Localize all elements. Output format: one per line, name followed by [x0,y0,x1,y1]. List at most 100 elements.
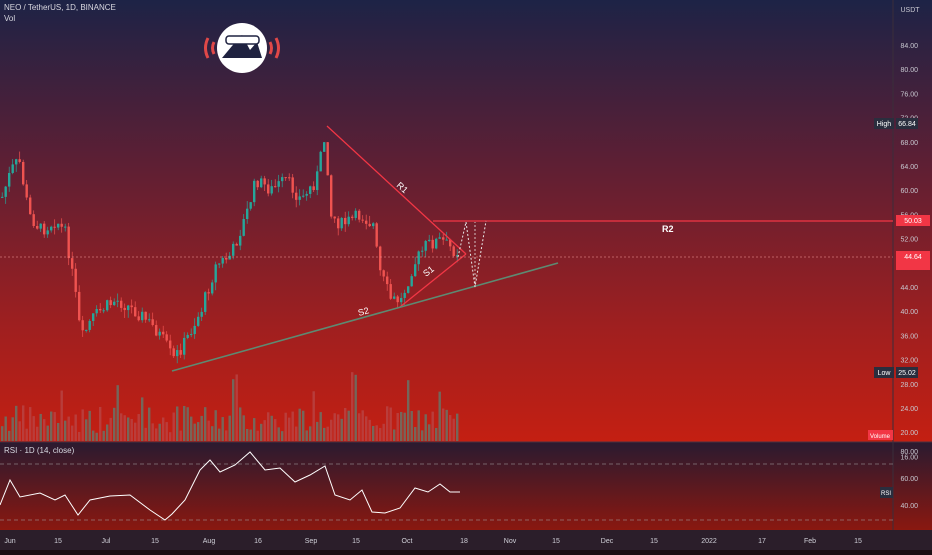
candle-body [372,223,375,227]
candle-body [179,350,182,355]
price-tick: 24.00 [900,406,918,413]
volume-bar [228,415,231,441]
volume-bar [281,431,284,441]
volume-bar [337,414,340,441]
volume-bar [232,379,235,441]
volume-bar [193,423,196,441]
candle-body [358,210,361,220]
candle-body [452,246,455,257]
volume-bar [120,413,123,441]
candle-body [218,263,221,265]
volume-bar [113,407,116,441]
candle-body [421,250,424,252]
time-tick: Feb [804,538,816,545]
volume-bar [277,427,280,441]
projection-path[interactable] [457,220,487,288]
candle-body [204,292,207,312]
candle-body [197,316,200,326]
volume-bar [22,405,25,441]
candle-body [221,257,224,264]
time-tick: 15 [352,538,360,545]
candle-body [256,180,259,188]
volume-bar [50,411,53,441]
candle-body [347,216,350,225]
astronaut-logo [204,23,280,73]
trendline-drawings[interactable]: R1 S1 S2 R2 [171,125,893,372]
rsi-pane-bg [0,442,932,530]
time-axis[interactable]: Jun 15 Jul 15 Aug 16 Sep 15 Oct 18 Nov 15 Dec 15 2022 1… [4,538,862,545]
time-tick: Jul [102,538,111,545]
candle-body [106,300,109,311]
volume-bar [386,406,389,441]
candle-body [438,237,441,239]
volume-bar [162,417,165,441]
candle-body [235,243,238,246]
candle-body [382,270,385,277]
candle-body [270,186,273,194]
candle-body [365,220,368,224]
candle-body [445,239,448,241]
candle-body [291,177,294,193]
volume-bar [393,429,396,441]
candle-body [414,264,417,277]
candle-body [95,309,98,314]
volume-bar [449,415,452,441]
time-tick: Nov [504,538,517,545]
volume-bar [235,374,238,441]
candle-body [456,255,459,257]
volume-bar [295,426,298,441]
volume-bar [274,419,277,441]
price-tick: 64.00 [900,164,918,171]
candle-body [386,276,389,285]
volume-legend[interactable]: Vol [4,14,16,23]
volume-bar [263,420,266,441]
volume-bars [1,372,459,441]
volume-bar [326,426,329,441]
volume-bar [379,428,382,441]
candle-body [137,316,140,321]
rsi-axis[interactable]: 80.00 60.00 40.00 [900,449,918,510]
volume-bar [382,423,385,441]
rsi-legend[interactable]: RSI · 1D (14, close) [4,446,75,455]
s1-trendline[interactable] [399,253,467,308]
time-axis-bg [0,530,932,550]
volume-bar [417,410,420,441]
candle-body [102,310,105,312]
volume-bar [29,407,32,441]
candle-body [274,186,277,188]
currency-label: USDT [900,7,920,14]
volume-bar [57,422,60,441]
candle-body [162,331,165,335]
symbol-title[interactable]: NEO / TetherUS, 1D, BINANCE [4,3,116,12]
volume-tag-label: Volume [870,434,891,440]
volume-bar [316,421,319,441]
volume-bar [78,431,81,441]
candle-body [4,186,7,197]
r1-trendline[interactable] [326,125,467,255]
candle-body [375,223,378,247]
candle-body [298,196,301,200]
volume-bar [323,427,326,441]
time-tick: 15 [552,538,560,545]
candle-body [431,239,434,249]
rsi-tag: RSI [880,487,893,498]
candle-body [18,159,21,162]
price-tick: 76.00 [900,91,918,98]
s2-trendline[interactable] [171,262,559,372]
volume-bar [169,432,172,441]
volume-bar [67,416,70,441]
volume-bar [60,390,63,441]
volume-bar [186,407,189,441]
candle-body [242,219,245,236]
volume-bar [81,409,84,441]
volume-bar [71,425,74,441]
volume-bar [218,428,221,441]
candle-body [193,325,196,335]
candle-body [123,307,126,311]
candle-body [295,192,298,200]
volume-bar [123,415,126,441]
price-tick: 80.00 [900,67,918,74]
volume-bar [8,430,11,441]
